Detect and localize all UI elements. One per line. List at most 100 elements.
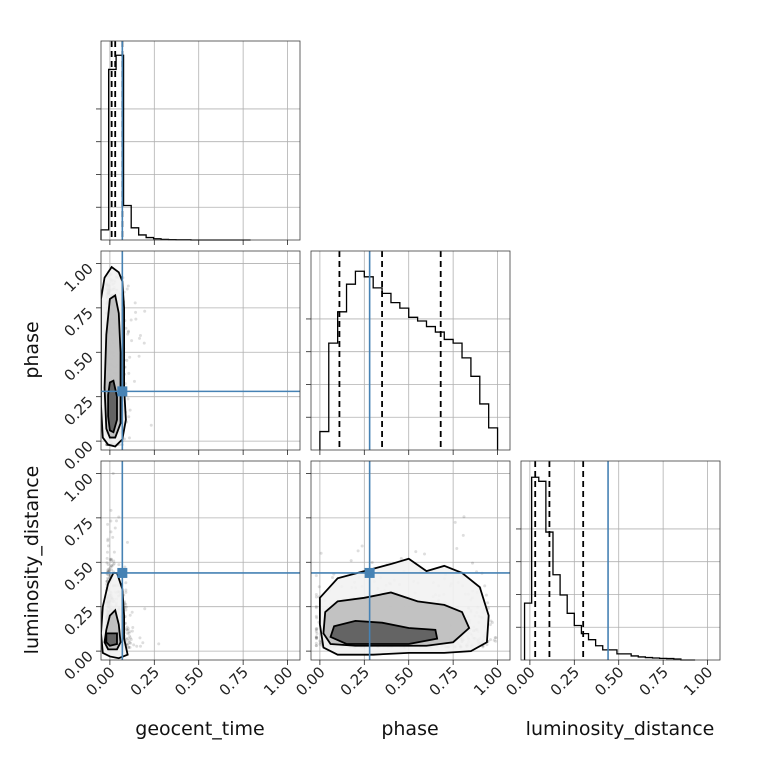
sample-point [314, 644, 318, 648]
sample-point [124, 608, 128, 612]
sample-point [130, 339, 134, 343]
sample-point [122, 437, 126, 441]
sample-point [117, 515, 121, 519]
sample-point [134, 310, 138, 314]
truth-marker-2-0 [117, 567, 128, 578]
sample-point [105, 550, 109, 554]
sample-point [129, 641, 133, 645]
sample-point [106, 544, 110, 548]
sample-point [494, 636, 498, 640]
sample-point [133, 301, 137, 305]
sample-point [314, 644, 318, 648]
sample-point [314, 595, 318, 599]
sample-point [106, 537, 110, 541]
sample-point [108, 573, 112, 577]
sample-point [462, 515, 466, 519]
sample-point [128, 634, 132, 638]
sample-point [126, 284, 130, 288]
panel-frame-2-0 [100, 460, 301, 661]
sample-point [143, 309, 147, 313]
sample-point [126, 329, 130, 333]
panel-inner-2-0 [101, 471, 161, 660]
sample-point [127, 371, 131, 375]
sample-point [125, 625, 129, 629]
sample-point [125, 287, 129, 291]
sample-point [128, 645, 132, 649]
sample-point [105, 579, 109, 583]
p20-xticklabel-1: 0.25 [127, 663, 163, 699]
sample-point [128, 613, 132, 617]
p20-xticklabel-3: 0.75 [216, 663, 252, 699]
hist-frame-2 [520, 460, 721, 661]
sample-point [132, 643, 136, 647]
sample-point [483, 584, 487, 588]
x-axis-label-luminosity-distance: luminosity_distance [526, 718, 715, 740]
sample-point [138, 333, 142, 337]
sample-point [356, 549, 360, 553]
panel-luminosity-distance-vs-phase: 0.00 0.25 0.50 0.75 1.00 [292, 460, 511, 699]
hist-2-xticklabel-2: 0.50 [591, 663, 627, 699]
sample-point [314, 635, 318, 639]
density-level-2 [106, 633, 117, 646]
sample-point [109, 519, 113, 523]
hist-panel-geocent-time [96, 40, 301, 245]
sample-point [314, 637, 318, 641]
p21-xticklabel-3: 0.75 [426, 663, 462, 699]
sample-point [125, 628, 129, 632]
sample-point [490, 621, 494, 625]
sample-point [486, 601, 490, 605]
panel-luminosity-distance-vs-geocent-time: 0.00 0.25 0.50 0.75 1.000.000.250.500.751.00 [60, 460, 301, 699]
sample-point [319, 641, 323, 645]
p10-yticklabel-0: 0.00 [60, 437, 96, 473]
sample-point [414, 550, 418, 554]
sample-point [315, 636, 319, 640]
sample-point [127, 645, 131, 649]
sample-point [106, 576, 110, 580]
sample-point [114, 519, 118, 523]
sample-point [137, 354, 141, 358]
sample-point [143, 607, 147, 611]
sample-point [485, 643, 489, 647]
sample-point [128, 636, 132, 640]
hist-2-xticklabel-4: 1.00 [680, 663, 716, 699]
contour-level-0 [101, 572, 129, 660]
sample-point [124, 581, 128, 585]
y-axis-label-luminosity-distance: luminosity_distance [21, 466, 43, 655]
sample-point [107, 573, 111, 577]
sample-point [315, 632, 319, 636]
panel-inner-2-1 [314, 515, 498, 656]
sample-point [126, 397, 130, 401]
sample-point [129, 318, 133, 322]
density-level-2 [108, 380, 117, 433]
contour-level-1 [103, 608, 122, 651]
sample-point [109, 508, 113, 512]
sample-point [124, 602, 128, 606]
sample-point [492, 638, 496, 642]
sample-point [126, 642, 130, 646]
p20-yticklabel-2: 0.50 [60, 558, 96, 594]
panel-phase-vs-geocent-time: 0.00 0.25 0.50 0.75 1.00 [60, 250, 301, 474]
sample-point [108, 558, 112, 562]
sample-point [109, 530, 113, 534]
sample-point [471, 561, 475, 565]
x-axis-label-phase: phase [381, 718, 438, 740]
sample-point [128, 641, 132, 645]
sample-point [125, 631, 129, 635]
sample-point [123, 565, 127, 569]
sample-point [128, 355, 132, 359]
p10-yticklabel-2: 0.50 [60, 348, 96, 384]
sample-point [111, 535, 115, 539]
sample-point [109, 565, 113, 569]
truth-marker-2-1 [364, 567, 375, 578]
p10-yticklabel-3: 0.75 [60, 304, 96, 340]
sample-point [106, 563, 110, 567]
contour-level-2 [105, 632, 118, 647]
sample-point [105, 579, 109, 583]
sample-point [314, 593, 318, 597]
sample-point [125, 628, 129, 632]
sample-point [106, 569, 110, 573]
sample-point [486, 606, 490, 610]
sample-point [106, 567, 110, 571]
sample-point [484, 593, 488, 597]
